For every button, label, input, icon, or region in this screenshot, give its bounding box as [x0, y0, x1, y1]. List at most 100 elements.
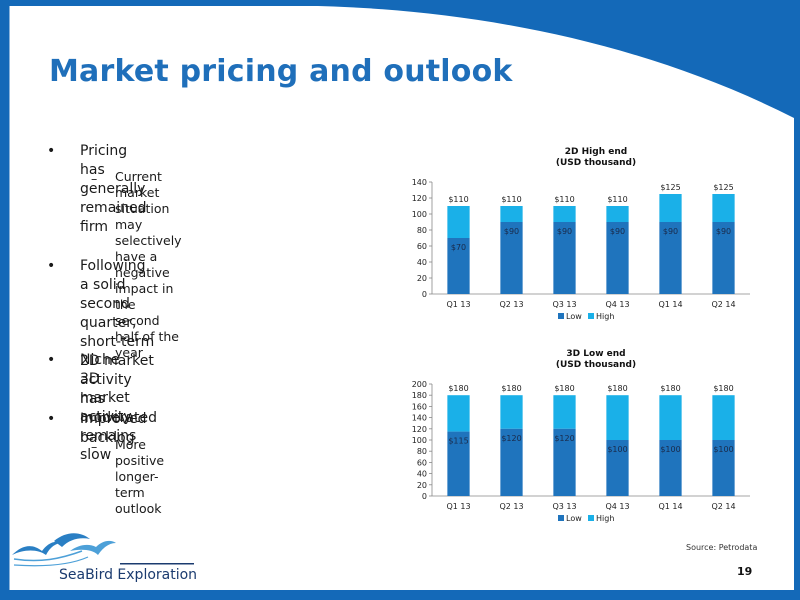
y-tick-label: 0: [422, 492, 427, 501]
source-note: Source: Petrodata: [686, 543, 758, 552]
bar-high: [659, 395, 682, 440]
x-tick-label: Q1 13: [446, 502, 470, 511]
bullet-4-sub-1-line-1: More positive longer-term outlook: [115, 437, 165, 516]
y-tick-label: 40: [417, 258, 427, 267]
bar-high: [500, 395, 523, 429]
y-tick-label: 80: [417, 226, 427, 235]
bar-high: [712, 395, 735, 440]
y-tick-label: 100: [412, 210, 427, 219]
bullet-1-text: Pricing has generally remained firm: [80, 142, 147, 237]
x-tick-label: Q1 14: [658, 502, 682, 511]
data-label-high: $180: [660, 384, 680, 393]
bar-low: [447, 431, 470, 496]
bar-high: [500, 206, 523, 222]
x-tick-label: Q3 13: [552, 300, 576, 309]
x-tick-label: Q2 13: [499, 502, 523, 511]
seabird-logo: [12, 533, 194, 567]
bar-high: [606, 206, 629, 222]
y-tick-label: 40: [417, 470, 427, 479]
y-tick-label: 180: [412, 391, 427, 400]
bullet-2-text: Following a solid second quarter, short-…: [80, 257, 157, 428]
data-label-high: $125: [713, 183, 733, 192]
data-label-high: $110: [554, 195, 574, 204]
legend-swatch-low: [558, 515, 564, 521]
data-label-low: $70: [451, 243, 466, 252]
legend-label-high: High: [596, 514, 614, 523]
page-title: Market pricing and outlook: [49, 54, 513, 89]
y-tick-label: 160: [412, 402, 427, 411]
legend-swatch-high: [588, 313, 594, 319]
bullet-4-line-1: Improved backlog: [80, 411, 147, 446]
y-tick-label: 60: [417, 458, 427, 467]
y-tick-label: 60: [417, 242, 427, 251]
bar-low: [606, 440, 629, 496]
bullet-1-sub-1-line-3: the second half of the year: [115, 297, 179, 360]
bird-icon: [12, 541, 62, 555]
bar-low: [606, 222, 629, 294]
data-label-low: $90: [663, 227, 678, 236]
bullet-2-line-3: moderated: [80, 410, 158, 426]
bar-high: [447, 206, 470, 238]
chart-2d-high-end: 2D High end(USD thousand) 0 20 40 60 80 100 120…: [412, 147, 750, 321]
x-tick-label: Q2 13: [499, 300, 523, 309]
data-label-low: $100: [713, 445, 733, 454]
bullet-2-line-1: Following a solid second quarter,: [80, 258, 146, 331]
bullet-4-text: Improved backlog: [80, 410, 146, 448]
x-tick-label: Q1 14: [658, 300, 682, 309]
brand-name: SeaBird Exploration: [59, 567, 198, 583]
data-label-low: $115: [448, 437, 468, 446]
data-label-high: $180: [448, 384, 468, 393]
bullet-1-line-1: Pricing has generally remained firm: [80, 143, 147, 235]
bar-low: [712, 440, 735, 496]
chart-3d-low-end: 3D Low end(USD thousand) 0 20 40 60 80 100 120 1…: [412, 349, 750, 523]
bullet-3-line-1: Niche 3D market activity remains slow: [80, 352, 137, 463]
data-label-low: $100: [660, 445, 680, 454]
bar-high: [659, 194, 682, 222]
chart-title: 3D Low end: [566, 349, 625, 359]
bullet-1-sub-1-line-1: Current market situation may: [115, 169, 170, 232]
data-label-high: $180: [501, 384, 521, 393]
bullet-marker: •: [47, 143, 56, 159]
x-tick-label: Q1 13: [446, 300, 470, 309]
data-label-high: $110: [448, 195, 468, 204]
legend-label-low: Low: [566, 312, 582, 321]
data-label-low: $90: [716, 227, 731, 236]
data-label-low: $90: [557, 227, 572, 236]
bar-low: [659, 440, 682, 496]
data-label-low: $100: [607, 445, 627, 454]
y-tick-label: 200: [412, 380, 427, 389]
bullet-marker: •: [47, 352, 56, 368]
legend-label-low: Low: [566, 514, 582, 523]
data-label-high: $125: [660, 183, 680, 192]
bar-high: [712, 194, 735, 222]
data-label-high: $110: [501, 195, 521, 204]
y-tick-label: 120: [412, 425, 427, 434]
bar-low: [553, 428, 576, 496]
bar-low: [447, 238, 470, 294]
bar-low: [553, 222, 576, 294]
y-tick-label: 140: [412, 414, 427, 423]
bird-icon: [54, 533, 90, 547]
bullet-2-line-2: short-term 2D market activity has: [80, 334, 155, 407]
y-tick-label: 100: [412, 436, 427, 445]
data-label-high: $180: [607, 384, 627, 393]
y-tick-label: 140: [412, 178, 427, 187]
sub-bullet-marker: –: [91, 171, 98, 186]
y-tick-label: 0: [422, 290, 427, 299]
data-label-high: $110: [607, 195, 627, 204]
data-label-low: $120: [501, 434, 521, 443]
bullet-1-sub-1-line-2: selectively have a negative impact in: [115, 233, 182, 296]
y-tick-label: 20: [417, 274, 427, 283]
sub-bullet-marker: –: [91, 439, 98, 454]
bullet-4-sub-1: More positive longer-term outlook: [115, 437, 164, 517]
bullet-1-sub-1: Current market situation may selectively…: [115, 169, 182, 361]
x-tick-label: Q2 14: [711, 300, 735, 309]
bar-high: [447, 395, 470, 432]
bar-low: [500, 222, 523, 294]
chart-title: (USD thousand): [556, 360, 636, 370]
data-label-high: $180: [554, 384, 574, 393]
bullet-marker: •: [47, 411, 56, 427]
bar-low: [659, 222, 682, 294]
legend-swatch-low: [558, 313, 564, 319]
